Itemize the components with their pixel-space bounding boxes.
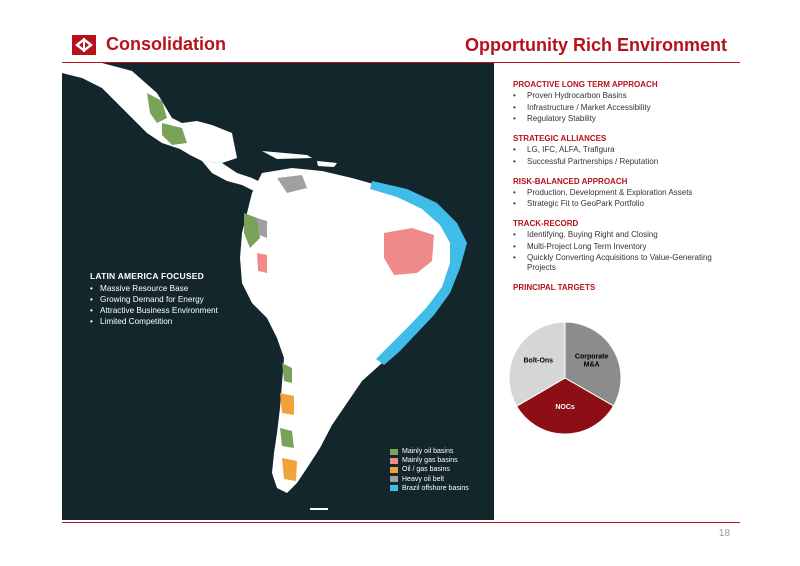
list-item: Infrastructure / Market Accessibility <box>513 103 738 113</box>
mexico-landmass <box>62 63 237 163</box>
legend-item: Oil / gas basins <box>390 466 469 474</box>
map-graphic <box>62 63 467 510</box>
legend-swatch <box>390 466 398 473</box>
latin-america-focus: LATIN AMERICA FOCUSED Massive Resource B… <box>90 271 218 328</box>
pie-slice-bolt-ons <box>508 321 566 407</box>
section-list: Identifying, Buying Right and Closing Mu… <box>513 230 738 273</box>
legend-swatch <box>390 476 398 483</box>
pie-label: NOCs <box>555 404 575 411</box>
legend-item: Mainly oil basins <box>390 448 469 456</box>
legend-label: Mainly oil basins <box>402 448 454 456</box>
list-item: Production, Development & Exploration As… <box>513 188 738 198</box>
legend-label: Heavy oil belt <box>402 475 445 483</box>
focus-item: Attractive Business Environment <box>90 306 218 315</box>
section-list: Production, Development & Exploration As… <box>513 188 738 210</box>
south-america-landmass <box>240 168 457 493</box>
legend-item: Mainly gas basins <box>390 457 469 465</box>
map-legend: Mainly oil basins Mainly gas basins Oil … <box>390 448 469 493</box>
san-jorge-oil-basin <box>280 428 294 448</box>
brazil-offshore-basins <box>370 181 467 365</box>
scale-bar <box>310 508 328 510</box>
focus-item: Growing Demand for Energy <box>90 295 218 304</box>
list-item: Quickly Converting Acquisitions to Value… <box>513 253 738 273</box>
section-heading: RISK-BALANCED APPROACH <box>513 176 628 186</box>
brazil-gas-basin <box>384 228 434 275</box>
gulf-oil-basin <box>162 123 187 145</box>
list-item: Regulatory Stability <box>513 114 738 124</box>
list-item: Successful Partnerships / Reputation <box>513 157 738 167</box>
list-item: Strategic Fit to GeoPark Portfolio <box>513 199 738 209</box>
bottom-rule <box>62 522 740 523</box>
pie-slice-nocs <box>515 377 615 435</box>
pie-slice-corporate-m-a <box>564 321 622 407</box>
list-item: LG, IFC, ALFA, Trafigura <box>513 145 738 155</box>
focus-item: Massive Resource Base <box>90 284 218 293</box>
pie-label: Bolt-Ons <box>524 358 554 365</box>
focus-list: Massive Resource Base Growing Demand for… <box>90 284 218 326</box>
cuba-island <box>262 151 312 159</box>
pie-label: Corporate M&A <box>575 354 609 369</box>
list-item: Proven Hydrocarbon Basins <box>513 91 738 101</box>
oil-gas-basin-1 <box>280 393 294 415</box>
oil-gas-basin-magallanes <box>282 458 297 481</box>
section-heading: STRATEGIC ALLIANCES <box>513 134 607 143</box>
slide-title: Opportunity Rich Environment <box>464 35 727 55</box>
neuquen-oil-basin <box>282 363 292 383</box>
targets-pie-chart: Corporate M&A NOCs Bolt-Ons <box>508 321 622 435</box>
top-rule <box>62 62 740 63</box>
list-item: Identifying, Buying Right and Closing <box>513 230 738 240</box>
legend-swatch <box>390 448 398 455</box>
targets-heading: PRINCIPAL TARGETS <box>513 283 596 292</box>
heavy-oil-belt <box>277 175 307 193</box>
strategy-column: PROACTIVE LONG TERM APPROACH Proven Hydr… <box>513 80 738 294</box>
legend-label: Oil / gas basins <box>402 466 450 474</box>
focus-item: Limited Competition <box>90 317 218 326</box>
legend-swatch <box>390 485 398 492</box>
legend-label: Brazil offshore basins <box>402 484 469 492</box>
section-heading: TRACK-RECORD <box>513 219 579 228</box>
andean-oil-basin <box>244 213 260 248</box>
legend-label: Mainly gas basins <box>402 457 458 465</box>
page-number: 18 <box>718 528 730 539</box>
geopark-logo-icon <box>72 34 96 55</box>
legend-item: Heavy oil belt <box>390 475 469 483</box>
legend-item: Brazil offshore basins <box>390 484 469 492</box>
andean-gas-basin <box>257 253 267 273</box>
section-list: Proven Hydrocarbon Basins Infrastructure… <box>513 91 738 124</box>
central-america-landmass <box>202 161 272 195</box>
hispaniola-island <box>317 161 337 167</box>
heavy-oil-region <box>257 218 267 238</box>
mexico-oil-basin <box>147 93 167 123</box>
section-heading: PROACTIVE LONG TERM APPROACH <box>513 80 658 89</box>
header-left: Consolidation <box>72 34 226 55</box>
list-item: Multi-Project Long Term Inventory <box>513 242 738 252</box>
focus-title: LATIN AMERICA FOCUSED <box>90 271 204 281</box>
latin-america-map: LATIN AMERICA FOCUSED Massive Resource B… <box>62 63 494 520</box>
section-list: LG, IFC, ALFA, Trafigura Successful Part… <box>513 145 738 167</box>
legend-swatch <box>390 457 398 464</box>
section-title: Consolidation <box>106 34 226 54</box>
